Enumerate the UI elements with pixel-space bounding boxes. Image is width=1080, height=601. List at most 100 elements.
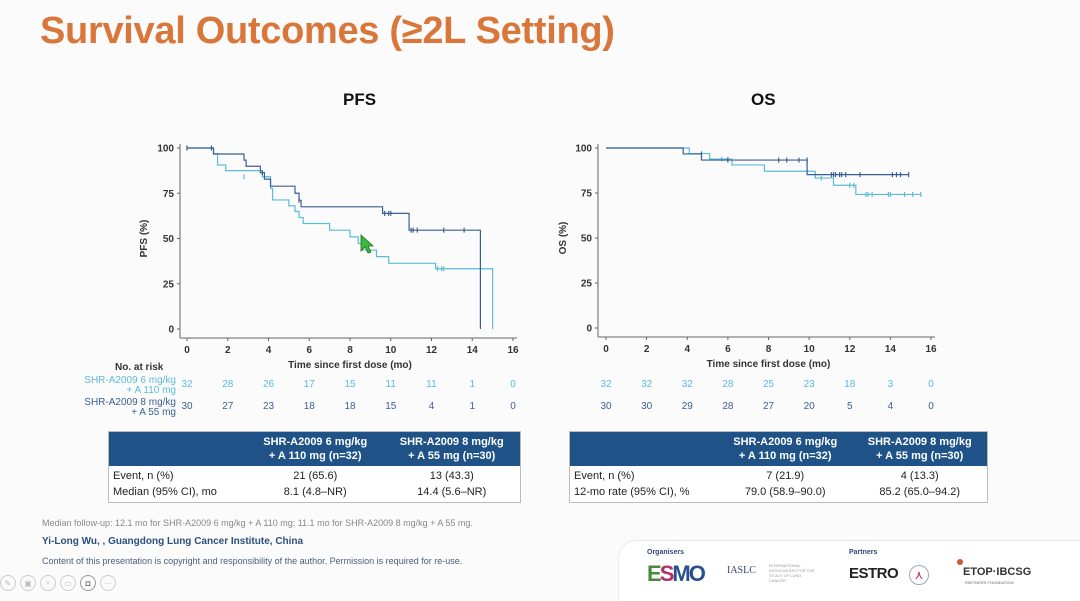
risk-table-header: No. at risk	[115, 362, 164, 373]
save-icon[interactable]: ▣	[20, 575, 36, 591]
mouse-cursor-icon	[360, 234, 375, 254]
row-arm1-value: 8.1 (4.8–NR)	[283, 486, 347, 498]
os-header-arm1-line2: + A 110 mg (n=32)	[738, 450, 832, 462]
pfs-at-risk-value: 0	[510, 379, 516, 390]
os-x-tick-label: 2	[644, 344, 650, 355]
row-arm1-value: 7 (21.9)	[766, 470, 805, 482]
os-at-risk-value: 0	[928, 401, 934, 412]
pfs-at-risk-value: 32	[181, 379, 193, 390]
pfs-y-tick-label: 25	[163, 279, 175, 290]
pfs-summary-table: SHR-A2009 6 mg/kg + A 110 mg (n=32) SHR-…	[108, 431, 521, 503]
os-x-tick-label: 16	[925, 344, 937, 355]
pfs-at-risk-value: 1	[469, 379, 475, 390]
os-at-risk-value: 30	[641, 401, 653, 412]
pfs-at-risk-value: 26	[263, 379, 275, 390]
os-series-2-line	[606, 147, 909, 176]
os-table-header-arm1: SHR-A2009 6 mg/kg + A 110 mg (n=32)	[718, 431, 853, 466]
pfs-table-header-arm1: SHR-A2009 6 mg/kg + A 110 mg (n=32)	[247, 431, 384, 466]
camera-icon[interactable]: ◘	[80, 575, 96, 591]
pfs-header-arm2-line1: SHR-A2009 8 mg/kg	[399, 436, 504, 448]
os-header-arm2-line2: + A 55 mg (n=30)	[876, 450, 964, 462]
os-x-tick-label: 6	[725, 344, 731, 355]
os-x-tick-label: 8	[766, 344, 772, 355]
pfs-y-tick-label: 50	[163, 234, 175, 245]
row-arm1-value: 21 (65.6)	[293, 470, 338, 482]
pfs-at-risk-value: 17	[304, 379, 316, 390]
pfs-y-tick-label: 75	[163, 189, 175, 200]
os-at-risk-value: 23	[804, 379, 816, 390]
os-at-risk-value: 5	[847, 401, 853, 412]
esmo-logo: ESMO	[647, 561, 706, 586]
row-label: Median (95% CI), mo	[113, 486, 217, 498]
subtitle-icon[interactable]: ▭	[60, 575, 76, 591]
pfs-header-arm2-line2: + A 55 mg (n=30)	[408, 450, 496, 462]
pfs-x-tick-label: 14	[467, 345, 479, 356]
os-table-header-empty	[569, 431, 718, 466]
risk-arm2-label: SHR-A2009 8 mg/kg + A 55 mg	[70, 398, 176, 418]
zoom-icon[interactable]: ⌕	[40, 575, 56, 591]
pfs-at-risk-value: 18	[344, 401, 356, 412]
pfs-table-header-arm2: SHR-A2009 8 mg/kg + A 55 mg (n=30)	[383, 431, 521, 466]
os-at-risk-value: 4	[888, 401, 894, 412]
pfs-at-risk-value: 30	[181, 401, 193, 412]
pfs-table-header-empty	[108, 431, 247, 466]
os-summary-table: SHR-A2009 6 mg/kg + A 110 mg (n=32) SHR-…	[569, 431, 988, 503]
table-row: Median (95% CI), mo 8.1 (4.8–NR) 14.4 (5…	[109, 484, 521, 503]
os-at-risk-value: 20	[804, 401, 816, 412]
author-credit: Yi-Long Wu, , Guangdong Lung Cancer Inst…	[42, 536, 304, 547]
os-x-tick-label: 4	[684, 344, 690, 355]
slide-title: Survival Outcomes (≥2L Setting)	[40, 10, 615, 52]
row-label: 12-mo rate (95% CI), %	[574, 486, 690, 498]
pfs-at-risk-value: 0	[510, 401, 516, 412]
more-icon[interactable]: ⋯	[100, 575, 116, 591]
pfs-at-risk-value: 11	[426, 379, 437, 390]
os-y-axis-label: OS (%)	[558, 222, 569, 255]
os-at-risk-value: 18	[844, 379, 856, 390]
os-at-risk-value: 29	[682, 401, 694, 412]
pfs-header-arm1-line1: SHR-A2009 6 mg/kg	[263, 436, 368, 448]
pfs-x-tick-label: 0	[184, 345, 190, 356]
risk-arm1-label-line1: SHR-A2009 6 mg/kg	[84, 375, 176, 386]
os-table-header-row: SHR-A2009 6 mg/kg + A 110 mg (n=32) SHR-…	[569, 431, 988, 466]
pen-icon[interactable]: ✎	[0, 575, 16, 591]
pfs-x-tick-label: 2	[225, 345, 231, 356]
pfs-x-tick-label: 12	[426, 345, 438, 356]
table-row: 12-mo rate (95% CI), % 79.0 (58.9–90.0) …	[570, 484, 988, 503]
table-row: Event, n (%) 7 (21.9) 4 (13.3)	[570, 466, 988, 484]
partner-emblem-icon: ⋏	[909, 565, 929, 585]
table-row: Event, n (%) 21 (65.6) 13 (43.3)	[109, 466, 521, 484]
risk-arm1-label-line2: + A 110 mg	[126, 385, 176, 396]
pfs-chart-title: PFS	[343, 90, 377, 109]
os-at-risk-value: 28	[722, 379, 734, 390]
os-y-tick-label: 75	[581, 189, 593, 200]
os-x-tick-label: 12	[844, 344, 856, 355]
copyright-note: Content of this presentation is copyrigh…	[42, 556, 463, 566]
row-arm2-value: 4 (13.3)	[900, 470, 939, 482]
os-x-tick-label: 14	[885, 344, 897, 355]
etop-emblem-icon	[957, 559, 963, 565]
pfs-at-risk-value: 4	[429, 401, 435, 412]
pfs-x-tick-label: 10	[385, 345, 397, 356]
iaslc-logo-subtitle: INTERNATIONAL ASSOCIATION FOR THE STUDY …	[769, 563, 815, 583]
os-at-risk-value: 32	[641, 379, 653, 390]
os-y-tick-label: 25	[581, 279, 593, 290]
os-y-tick-label: 50	[581, 234, 593, 245]
os-at-risk-value: 0	[928, 379, 934, 390]
etop-ibcsg-logo: ETOP·IBCSG	[963, 566, 1032, 578]
pfs-series-2-line	[187, 147, 481, 329]
row-arm1-value: 79.0 (58.9–90.0)	[744, 486, 826, 498]
pfs-header-arm1-line2: + A 110 mg (n=32)	[268, 450, 362, 462]
os-at-risk-value: 25	[763, 379, 775, 390]
os-x-axis-label: Time since first dose (mo)	[707, 359, 831, 370]
estro-logo: ESTRO	[849, 565, 899, 582]
pfs-x-axis-label: Time since first dose (mo)	[288, 360, 412, 371]
os-chart-title: OS	[751, 90, 776, 109]
row-arm2-value: 85.2 (65.0–94.2)	[879, 486, 961, 498]
pfs-at-risk-value: 28	[222, 379, 234, 390]
os-x-tick-label: 0	[603, 344, 609, 355]
pfs-y-tick-label: 100	[157, 144, 174, 155]
os-y-tick-label: 100	[575, 144, 592, 155]
row-label: Event, n (%)	[113, 470, 174, 482]
risk-arm2-label-line1: SHR-A2009 8 mg/kg	[84, 397, 176, 408]
